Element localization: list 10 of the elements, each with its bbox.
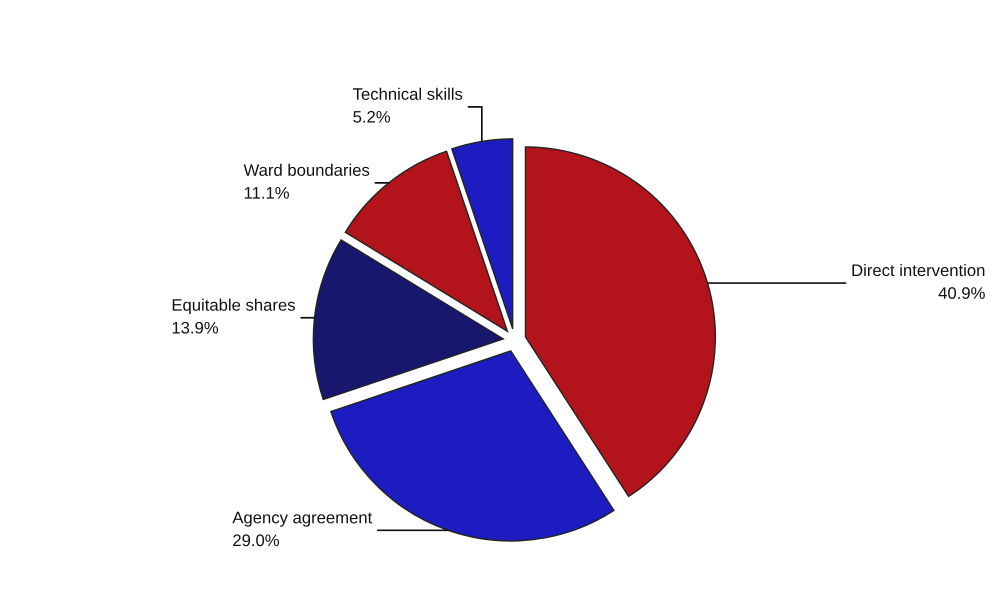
data-label: 5.2% [353,110,390,123]
data-label: 13.9% [172,322,218,334]
slice-label: Agency agreement [232,512,372,527]
slice-label: Ward boundaries [244,164,370,176]
data-label: 40.9% [938,287,985,299]
slice-label: Equitable shares [172,298,295,314]
data-label: 29.0% [233,534,279,546]
slice-label: Technical skills [353,88,462,100]
data-label: 11.1% [244,187,289,199]
slice-label: Direct intervention [852,264,984,276]
